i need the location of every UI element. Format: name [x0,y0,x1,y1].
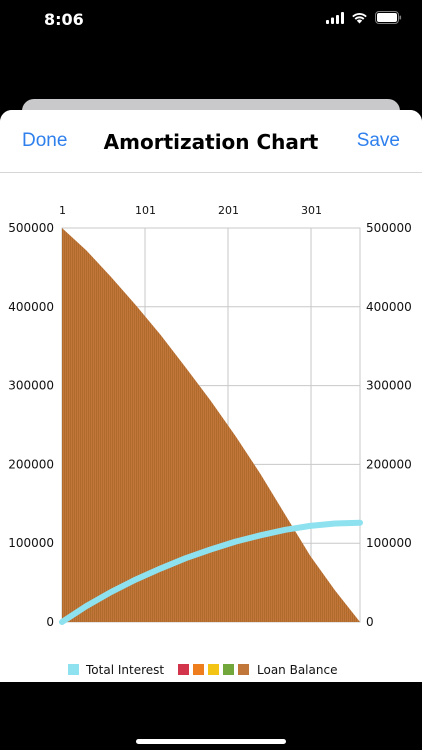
legend-swatch-loan-balance [193,664,204,675]
y-tick-label-right: 400000 [366,300,412,314]
y-tick-label-left: 500000 [8,221,54,235]
page-title: Amortization Chart [103,130,319,154]
status-bar: 8:06 [0,0,422,40]
amortization-chart: 1 101 201 301 0 0 100000 100000 200000 200000 3000… [0,172,422,682]
y-tick-label-left: 0 [46,615,54,629]
y-tick-label-right: 0 [366,615,374,629]
chart-canvas: 1 101 201 301 0 0 100000 100000 200000 200000 3000… [8,204,412,677]
x-tick-label: 301 [301,204,322,217]
total-interest-line [59,519,363,625]
legend-swatch-loan-balance [238,664,249,675]
legend-label-total-interest: Total Interest [85,663,164,677]
x-tick-label: 101 [135,204,156,217]
y-tick-label-right: 500000 [366,221,412,235]
status-icons [326,11,402,24]
status-time: 8:06 [44,10,84,29]
y-tick-label-left: 100000 [8,536,54,550]
navigation-bar: Done Amortization Chart Save [0,110,422,173]
wifi-icon [352,12,367,23]
y-tick-label-right: 200000 [366,457,412,471]
legend-swatch-loan-balance [178,664,189,675]
legend-swatch-loan-balance [223,664,234,675]
amortization-sheet: Done Amortization Chart Save 1 101 201 301 0… [0,110,422,682]
y-tick-label-left: 400000 [8,300,54,314]
battery-icon [375,11,402,24]
save-button[interactable]: Save [356,130,400,151]
done-button[interactable]: Done [22,130,68,151]
y-tick-label-right: 300000 [366,379,412,393]
legend-swatch-loan-balance [208,664,219,675]
legend-label-loan-balance: Loan Balance [257,663,337,677]
x-tick-label: 201 [218,204,239,217]
legend-swatch-total-interest [68,664,79,675]
loan-balance-area [62,228,360,622]
signal-icon [326,11,344,24]
x-tick-label: 1 [59,204,66,217]
y-tick-label-left: 300000 [8,379,54,393]
home-indicator [136,739,286,744]
y-tick-label-left: 200000 [8,457,54,471]
y-tick-label-right: 100000 [366,536,412,550]
